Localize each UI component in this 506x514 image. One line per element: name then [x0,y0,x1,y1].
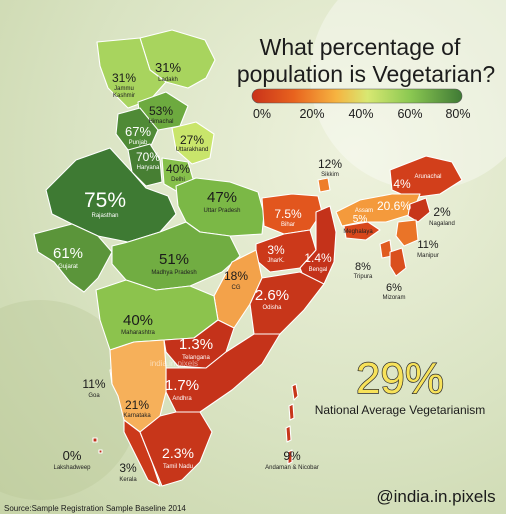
legend-tick-40: 40% [348,107,373,121]
label-kerala-name: Kerala [119,477,137,483]
state-lakshadweep [92,437,103,454]
legend-tick-60: 60% [397,107,422,121]
label-bengal-name: Bengal [309,267,328,273]
state-shapes [33,29,463,487]
label-andaman-name: Andaman & Nicobar [265,465,319,471]
label-rajasthan-name: Rajasthan [91,213,118,219]
label-sikkim-pct: 12% [318,157,342,171]
label-meghalaya-pct: 5% [353,214,368,225]
label-lakshadweep-pct: 0% [63,448,82,463]
state-tamil-nadu [139,411,213,487]
label-bihar-pct: 7.5% [274,207,302,221]
label-rajasthan-pct: 75% [84,189,126,212]
label-himachal-pct: 53% [149,104,173,118]
label-andhra-pct: 1.7% [165,377,199,394]
label-mizoram-name: Mizoram [382,295,405,301]
label-nagaland-pct: 2% [433,205,451,219]
label-assam-pct: 20.6% [377,199,411,213]
label-jk-pct: 31% [112,71,136,85]
label-tamil-nadu-pct: 2.3% [162,445,194,461]
label-tripura-name: Tripura [354,274,373,280]
label-karnataka-pct: 21% [125,398,149,412]
label-odisha-pct: 2.6% [255,287,289,304]
national-average-label: National Average Vegetarianism [315,403,486,417]
state-meghalaya [343,221,381,241]
state-manipur [395,219,419,247]
label-tamil-nadu-name: Tamil Nadu [163,464,193,470]
title-line-2: population is Vegetarian? [237,61,495,87]
label-delhi-pct: 40% [166,162,190,176]
map-watermark: india.in.pixels [150,359,198,368]
label-kerala-pct: 3% [119,461,137,475]
label-maharashtra-name: Maharashtra [121,330,155,336]
label-goa-pct: 11% [82,377,105,391]
label-arunachal-pct: 4% [393,177,411,191]
label-up-pct: 47% [207,189,237,206]
label-sikkim-name: Sikkim [321,172,339,178]
legend-tick-80: 80% [445,107,470,121]
label-uttarakhand-name: Uttarakhand [176,147,209,153]
label-ladakh-pct: 31% [155,60,181,75]
label-mp-name: Madhya Pradesh [151,270,196,276]
label-mizoram-pct: 6% [386,282,402,294]
title-line-1: What percentage of [260,34,461,60]
label-himachal-name: Himachal [148,119,173,125]
label-jk-name-line1: Jammu [114,86,134,92]
label-haryana-name: Haryana [137,165,160,171]
label-cg-pct: 18% [224,269,248,283]
label-maharashtra-pct: 40% [123,312,153,329]
brand-handle: @india.in.pixels [376,487,495,506]
state-andaman [285,383,299,465]
label-uttarakhand-pct: 27% [180,133,204,147]
label-andaman-pct: 9% [283,449,301,463]
label-bengal-pct: 1.4% [304,251,332,265]
label-delhi-name: Delhi [171,177,185,183]
state-gujarat [33,223,113,293]
state-mizoram [389,247,407,277]
label-tripura-pct: 8% [355,261,371,273]
label-bihar-name: Bihar [281,222,295,228]
label-punjab-name: Punjab [129,140,148,146]
state-uttar-pradesh [175,177,265,237]
legend-tick-20: 20% [299,107,324,121]
label-goa-name: Goa [88,393,100,399]
label-telangana-name: Telangana [182,355,210,361]
label-lakshadweep-name: Lakshadweep [53,465,91,471]
label-meghalaya-name: Meghalaya [343,229,373,235]
label-gujarat-name: Gujarat [58,264,78,270]
state-sikkim [317,177,331,193]
label-arunachal-name: Arunachal [414,174,441,180]
state-uttarakhand [171,121,215,165]
label-andhra-name: Andhra [172,396,192,402]
state-arunachal [389,155,463,199]
label-assam-name: Assam [355,208,373,214]
label-up-name: Uttar Pradesh [203,208,240,214]
label-mp-pct: 51% [159,251,189,268]
legend-tick-0: 0% [253,107,271,121]
label-karnataka-name: Karnataka [123,413,151,419]
label-punjab-pct: 67% [125,124,151,139]
state-andhra [165,333,281,413]
state-labels: 31% Ladakh 31% Jammu Kashmir 53% Himacha… [53,60,455,483]
label-manipur-name: Manipur [417,253,439,259]
label-odisha-name: Odisha [262,305,282,311]
label-jharkhand-name: JharK. [267,258,285,264]
label-telangana-pct: 1.3% [179,336,213,353]
label-ladakh-name: Ladakh [158,77,178,83]
state-nagaland [407,197,431,223]
national-average-value: 29% [356,354,444,403]
label-jk-name-line2: Kashmir [113,93,135,99]
legend-gradient-bar [251,88,463,104]
source-note: Source:Sample Registration Sample Baseli… [4,504,186,513]
label-jharkhand-pct: 3% [267,243,285,257]
label-nagaland-name: Nagaland [429,221,455,227]
label-gujarat-pct: 61% [53,245,83,262]
label-manipur-pct: 11% [417,239,438,251]
label-haryana-pct: 70% [136,150,160,164]
label-cg-name: CG [232,285,241,291]
